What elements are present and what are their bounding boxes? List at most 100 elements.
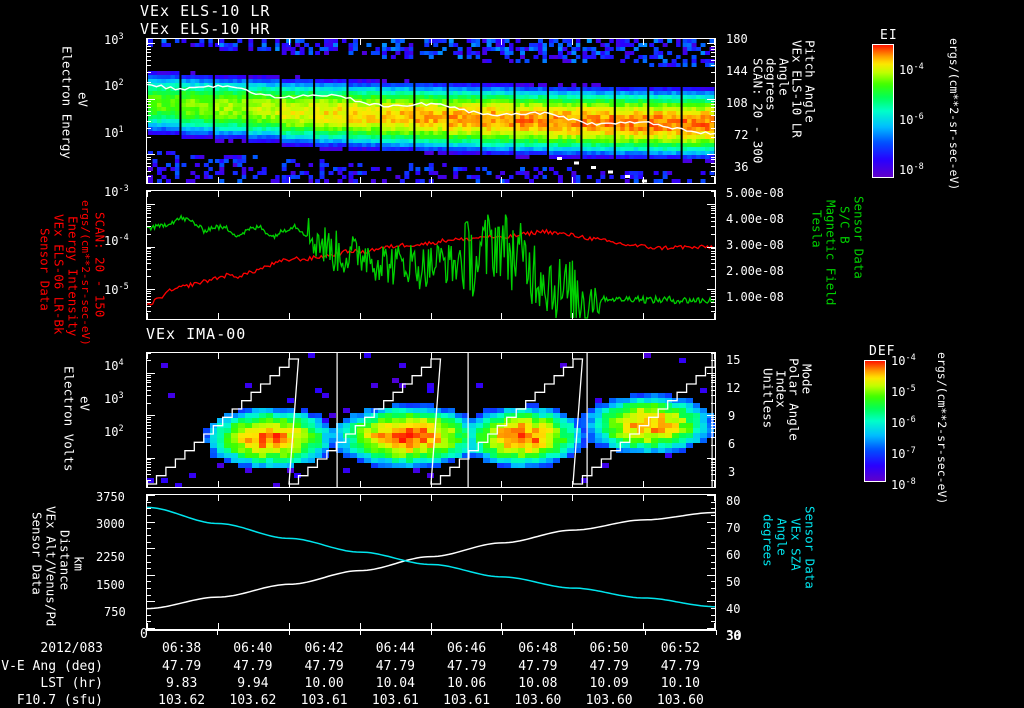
table-cell-time-7: 06:52 <box>660 641 700 656</box>
table-cell-f107-2: 103.61 <box>300 693 348 708</box>
panel4-left-title-1: VEx Alt/Venus/Pd <box>43 506 59 627</box>
table-cell-lst-2: 10.00 <box>304 676 344 691</box>
panel1-right-title-4: SCAN: 20 - 300 <box>750 58 766 164</box>
panel1-pitch-angle-trace <box>147 83 715 135</box>
panel1-right-title-0: Pitch Angle <box>802 40 818 123</box>
panel3-colorbar-tick-1: 10-5 <box>891 384 916 399</box>
panel4-right-title-0: Sensor Data <box>802 506 818 589</box>
panel4-left-tick-3: 1500 <box>96 578 125 592</box>
table-cell-ve_ang-2: 47.79 <box>304 659 344 674</box>
panel2-right-title-3: Tesla <box>809 210 825 248</box>
table-cell-f107-0: 103.62 <box>158 693 206 708</box>
table-cell-ve_ang-4: 47.79 <box>447 659 487 674</box>
panel2-right-title-0: Sensor Data <box>851 196 867 279</box>
panel4-right-tick-1: 70 <box>726 521 741 535</box>
panel4-left-tick-0: 3750 <box>96 490 125 504</box>
panel4-right-title-1: VEx SZA <box>788 518 804 571</box>
panel3-mode-separator-1 <box>467 353 469 487</box>
panel2-line-canvas <box>147 214 715 319</box>
panel4-right-title-3: degrees <box>760 514 776 567</box>
table-cell-ve_ang-6: 47.79 <box>589 659 629 674</box>
panel4-left-tick-2: 2250 <box>96 550 125 564</box>
panel1-colorbar-tick-1: 10-6 <box>899 112 924 127</box>
time-axis-line <box>146 630 717 635</box>
panel1-left-axis-units: eV <box>75 92 91 108</box>
panel1-right-title-3: degrees <box>763 58 779 111</box>
panel1-plot-area[interactable] <box>146 38 716 184</box>
panel2-left-title-3: ergs/(cm**2-sr-sec-eV) <box>79 200 92 346</box>
panel4-right-tick-4: 40 <box>726 602 741 616</box>
table-cell-lst-1: 9.94 <box>237 676 269 691</box>
panel3-right-tick-1: 12 <box>726 381 741 395</box>
panel4-left-title-2: Distance <box>57 530 73 591</box>
panel2-plot-area[interactable] <box>146 190 716 320</box>
panel2-left-tick-2: 10-5 <box>104 282 129 297</box>
table-cell-ve_ang-5: 47.79 <box>518 659 558 674</box>
panel2-magnetic-field-trace <box>147 214 715 319</box>
panel3-colorbar-tick-3: 10-7 <box>891 446 916 461</box>
panel4-right-title-2: Angle <box>774 518 790 556</box>
panel4-left-axis-zero: 0 <box>140 627 148 642</box>
table-cell-time-2: 06:42 <box>304 641 344 656</box>
panel1-colorbar-tick-2: 10-8 <box>899 162 924 177</box>
table-row-label-1: V-E Ang (deg) <box>1 659 103 674</box>
table-cell-f107-1: 103.62 <box>229 693 277 708</box>
panel4-right-axis-thirty: 30 <box>726 629 742 644</box>
panel2-left-title-4: SCAN: 20 - 150 <box>92 212 108 318</box>
panel3-plot-area[interactable] <box>146 352 716 488</box>
panel1-right-title-2: Angle <box>776 58 792 96</box>
panel2-right-title-2: Magnetic Field <box>823 200 839 306</box>
panel4-left-tick-4: 750 <box>104 605 126 619</box>
table-cell-time-6: 06:50 <box>589 641 629 656</box>
panel1-left-tick-0: 103 <box>104 32 124 47</box>
panel3-left-tick-0: 104 <box>104 358 124 373</box>
panel3-mode-separator-2 <box>586 353 588 487</box>
panel2-right-tick-0: 5.00e-08 <box>726 186 784 200</box>
panel4-altitude-trace <box>147 511 715 610</box>
panel2-right-tick-2: 3.00e-08 <box>726 238 784 252</box>
panel3-left-title-1: eV <box>77 396 93 412</box>
panel3-right-title-2: Index <box>773 370 789 408</box>
table-row-label-2: LST (hr) <box>40 676 103 691</box>
panel3-colorbar-tick-0: 10-4 <box>891 353 916 368</box>
table-cell-lst-7: 10.10 <box>660 676 700 691</box>
panel2-right-tick-4: 1.00e-08 <box>726 290 784 304</box>
table-cell-ve_ang-0: 47.79 <box>162 659 202 674</box>
panel3-right-title-3: Unitless <box>760 368 776 429</box>
panel1-right-tick-1: 144 <box>726 64 748 78</box>
table-cell-lst-6: 10.09 <box>589 676 629 691</box>
table-cell-time-1: 06:40 <box>233 641 273 656</box>
table-row-label-0: 2012/083 <box>40 641 103 656</box>
table-cell-time-4: 06:46 <box>447 641 487 656</box>
panel1-title-lr: VEx ELS-10 LR <box>140 2 271 20</box>
panel1-right-tick-3: 72 <box>734 128 749 142</box>
panel4-line-canvas <box>147 506 715 610</box>
panel3-left-tick-1: 103 <box>104 391 124 406</box>
panel3-right-tick-4: 3 <box>728 465 736 479</box>
panel4-left-title-3: km <box>71 556 87 572</box>
table-cell-f107-5: 103.60 <box>514 693 562 708</box>
panel2-right-tick-3: 2.00e-08 <box>726 264 784 278</box>
panel1-colorbar-tick-0: 10-4 <box>899 62 924 77</box>
panel3-right-title-1: Polar Angle <box>786 358 802 441</box>
table-cell-f107-7: 103.60 <box>656 693 704 708</box>
panel3-colorbar-units: ergs/(cm**2-sr-sec-eV) <box>935 352 950 505</box>
panel2-left-title-1: VEx ELS-06 LR-Bk <box>51 214 67 335</box>
panel2-energy-intensity-trace <box>147 228 714 306</box>
panel1-left-axis-title: Electron Energy <box>59 46 75 159</box>
panel3-colorbar-tick-4: 10-8 <box>891 477 916 492</box>
table-cell-lst-3: 10.04 <box>375 676 415 691</box>
panel1-colorbar <box>872 44 894 178</box>
panel3-right-tick-0: 15 <box>726 353 741 367</box>
panel1-spectrogram-canvas <box>147 39 715 183</box>
panel4-plot-area[interactable] <box>146 494 716 630</box>
panel2-right-title-1: S/C B <box>837 206 853 244</box>
table-cell-ve_ang-1: 47.79 <box>233 659 273 674</box>
panel4-sza-trace <box>147 506 715 608</box>
table-cell-lst-4: 10.06 <box>447 676 487 691</box>
panel3-colorbar-tick-2: 10-6 <box>891 415 916 430</box>
table-cell-time-0: 06:38 <box>162 641 202 656</box>
table-cell-f107-6: 103.60 <box>585 693 633 708</box>
panel2-left-tick-1: 10-4 <box>104 233 129 248</box>
